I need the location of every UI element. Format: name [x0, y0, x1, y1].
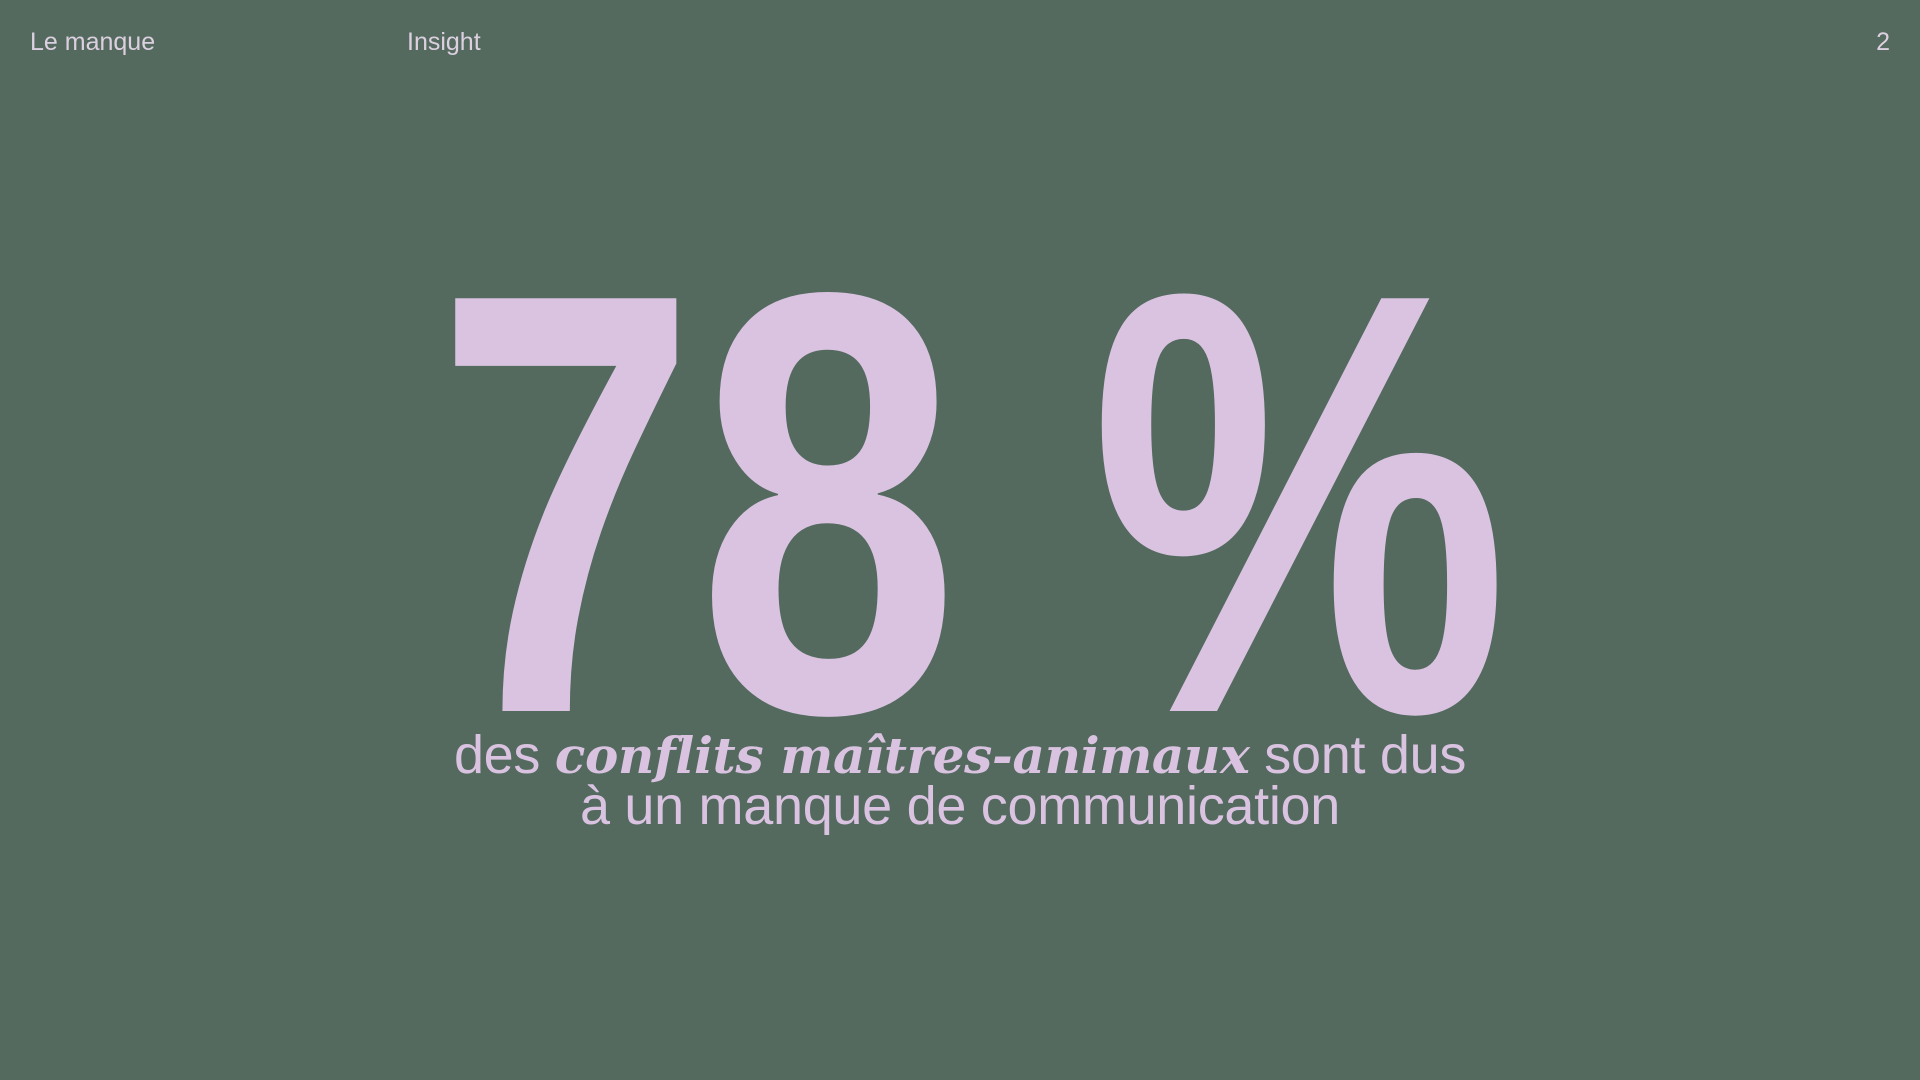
statement-prefix: des [453, 725, 541, 785]
section-label: Le manque [30, 28, 156, 56]
page-number: 2 [1876, 28, 1890, 56]
statement-text: des conflits maîtres-animaux sont dus à … [0, 728, 1920, 836]
statement-emphasis: conflits maîtres-animaux [554, 726, 1250, 785]
big-stat-value: 78 % [432, 265, 1512, 720]
big-stat-text: 78 % [435, 265, 1509, 720]
statement-suffix: sont dus [1264, 725, 1467, 785]
statement-line-1: des conflits maîtres-animaux sont dus [0, 728, 1920, 782]
category-label: Insight [407, 28, 481, 56]
statement-line-2: à un manque de communication [579, 776, 1341, 836]
